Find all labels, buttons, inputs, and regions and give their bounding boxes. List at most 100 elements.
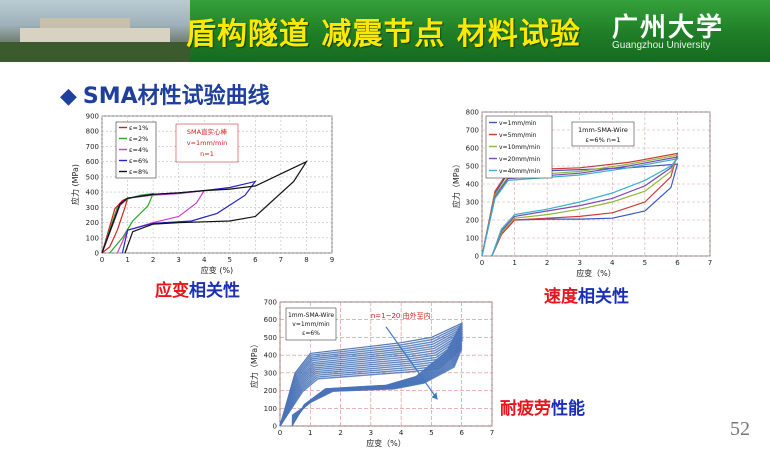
- title-banner: 盾构隧道 减震节点 材料试验 广州大学 Guangzhou University: [0, 0, 770, 62]
- chart2-annotation-text: 1mm-SMA-Wire: [578, 126, 628, 134]
- chart1-x-tick-label: 9: [330, 256, 334, 264]
- caption-strain-blue: 相关性: [189, 281, 240, 301]
- chart3-arrow-label: n=1~20 由外至内: [371, 311, 431, 320]
- rate-dependence-chart: 0 1 2 3 4 5 6 7 0 100 200 300 400 500 600 700 800 应变（%） 应力…: [451, 109, 712, 279]
- chart1-x-tick-label: 2: [151, 256, 155, 264]
- chart3-annotation-text: 1mm-SMA-Wire: [288, 312, 334, 319]
- caption-fatigue: 耐疲劳性能: [500, 394, 585, 419]
- chart2-y-tick-label: 100: [466, 235, 479, 243]
- chart1-x-tick-label: 4: [202, 256, 207, 264]
- section-title: ◆ SMA材性试验曲线: [60, 78, 270, 110]
- chart2-y-tick-label: 600: [466, 145, 479, 153]
- caption-fatigue-red: 耐疲劳: [500, 399, 551, 419]
- chart2-y-tick-label: 800: [466, 109, 479, 117]
- chart2-y-tick-label: 0: [475, 253, 479, 261]
- chart2-y-axis-label: 应力（MPa）: [451, 160, 461, 208]
- chart2-legend-label: v=10mm/min: [499, 144, 540, 151]
- chart3-x-tick-label: 5: [429, 429, 433, 437]
- chart3-x-tick-label: 7: [490, 429, 494, 437]
- chart2-y-tick-label: 300: [466, 199, 479, 207]
- chart1-y-tick-label: 900: [86, 113, 99, 121]
- chart2-x-axis-label: 应变（%）: [576, 268, 616, 278]
- chart1-legend-label: ε=2%: [129, 135, 148, 143]
- university-logo-cn: 广州大学: [612, 13, 725, 43]
- chart1-x-tick-label: 8: [304, 256, 308, 264]
- chart2-annotation-text: ε=6% n=1: [585, 136, 620, 144]
- chart2-x-tick-label: 0: [480, 259, 484, 267]
- chart1-x-tick-label: 3: [176, 256, 180, 264]
- chart2-legend-label: v=1mm/min: [499, 120, 537, 127]
- chart1-annotation-text: n=1: [200, 150, 214, 158]
- chart3-y-tick-label: 600: [264, 316, 277, 324]
- chart1-y-tick-label: 600: [86, 158, 99, 166]
- chart1-series-line: [101, 160, 309, 254]
- fatigue-chart: 0 1 2 3 4 5 6 7 0 100 200 300 400 500 600 700 应变（%） 应力（MP…: [249, 299, 494, 449]
- chart1-x-tick-label: 5: [228, 256, 232, 264]
- chart3-y-tick-label: 700: [264, 299, 277, 307]
- chart3-x-tick-label: 2: [338, 429, 342, 437]
- chart1-legend-label: ε=6%: [129, 157, 148, 165]
- chart2-y-tick-label: 200: [466, 217, 479, 225]
- chart3-annotation-text: v=1mm/min: [292, 321, 330, 328]
- caption-strain: 应变相关性: [155, 276, 240, 301]
- chart3-x-tick-label: 0: [278, 429, 282, 437]
- chart1-legend-label: ε=4%: [129, 146, 148, 154]
- chart1-y-axis-label: 应力 (MPa): [70, 164, 80, 205]
- chart3-y-tick-label: 300: [264, 369, 277, 377]
- chart2-x-tick-label: 6: [675, 259, 680, 267]
- chart3-y-tick-label: 500: [264, 334, 277, 342]
- chart2-legend-label: v=5mm/min: [499, 132, 537, 139]
- chart3-x-tick-label: 4: [399, 429, 404, 437]
- university-logo-en: Guangzhou University: [612, 40, 711, 51]
- chart3-arrow-line: [385, 326, 438, 400]
- chart1-legend-label: ε=1%: [129, 124, 148, 132]
- caption-rate: 速度相关性: [544, 282, 629, 307]
- chart1-x-axis-label: 应变 (%): [201, 265, 233, 275]
- chart3-x-axis-label: 应变（%）: [366, 438, 406, 448]
- banner-title: 盾构隧道 减震节点 材料试验: [186, 17, 581, 52]
- chart3-x-tick-label: 6: [459, 429, 464, 437]
- chart2-x-tick-label: 2: [545, 259, 549, 267]
- chart3-y-tick-label: 0: [273, 423, 277, 431]
- chart1-y-tick-label: 200: [86, 219, 99, 227]
- chart1-y-tick-label: 800: [86, 128, 99, 136]
- chart1-x-tick-label: 1: [125, 256, 129, 264]
- section-title-text: SMA材性试验曲线: [82, 84, 270, 109]
- chart3-y-tick-label: 100: [264, 405, 277, 413]
- chart2-y-tick-label: 700: [466, 127, 479, 135]
- chart3-cycle-line: [279, 348, 463, 427]
- chart2-x-tick-label: 5: [643, 259, 647, 267]
- chart1-y-tick-label: 700: [86, 143, 99, 151]
- chart2-x-tick-label: 3: [577, 259, 581, 267]
- page-number: 52: [730, 418, 750, 440]
- chart2-legend-label: v=40mm/min: [499, 168, 540, 175]
- caption-fatigue-blue: 性能: [551, 399, 585, 419]
- chart3-x-tick-label: 1: [308, 429, 312, 437]
- chart1-annotation-text: SMA直实心棒: [187, 127, 228, 136]
- chart3-x-tick-label: 3: [369, 429, 373, 437]
- strain-dependence-chart: 0 1 2 3 4 5 6 7 8 9 0 100 200 300 400 500 600 700 800 900 应变…: [70, 113, 334, 276]
- caption-rate-red: 速度: [544, 287, 578, 307]
- caption-rate-blue: 相关性: [578, 287, 629, 307]
- chart2-y-tick-label: 400: [466, 181, 479, 189]
- chart1-series-line: [101, 197, 129, 254]
- chart3-arrow-head: [431, 392, 438, 400]
- chart2-x-tick-label: 1: [512, 259, 516, 267]
- chart1-y-tick-label: 300: [86, 204, 99, 212]
- chart1-x-tick-label: 6: [253, 256, 258, 264]
- chart2-series-line: [481, 157, 680, 257]
- chart3-y-tick-label: 400: [264, 352, 277, 360]
- chart2-x-tick-label: 4: [610, 259, 615, 267]
- chart1-y-tick-label: 100: [86, 234, 99, 242]
- chart3-y-axis-label: 应力（MPa）: [249, 340, 259, 388]
- chart1-annotation-text: v=1mm/min: [187, 139, 228, 147]
- chart3-annotation-text: ε=6%: [302, 330, 320, 337]
- chart1-y-tick-label: 0: [95, 250, 99, 258]
- chart1-legend-label: ε=8%: [129, 168, 148, 176]
- caption-strain-red: 应变: [155, 281, 189, 301]
- campus-photo: [0, 0, 190, 62]
- chart3-annotation-box: [285, 307, 337, 341]
- chart2-legend-label: v=20mm/min: [499, 156, 540, 163]
- chart1-y-tick-label: 500: [86, 173, 99, 181]
- chart1-x-tick-label: 0: [100, 256, 104, 264]
